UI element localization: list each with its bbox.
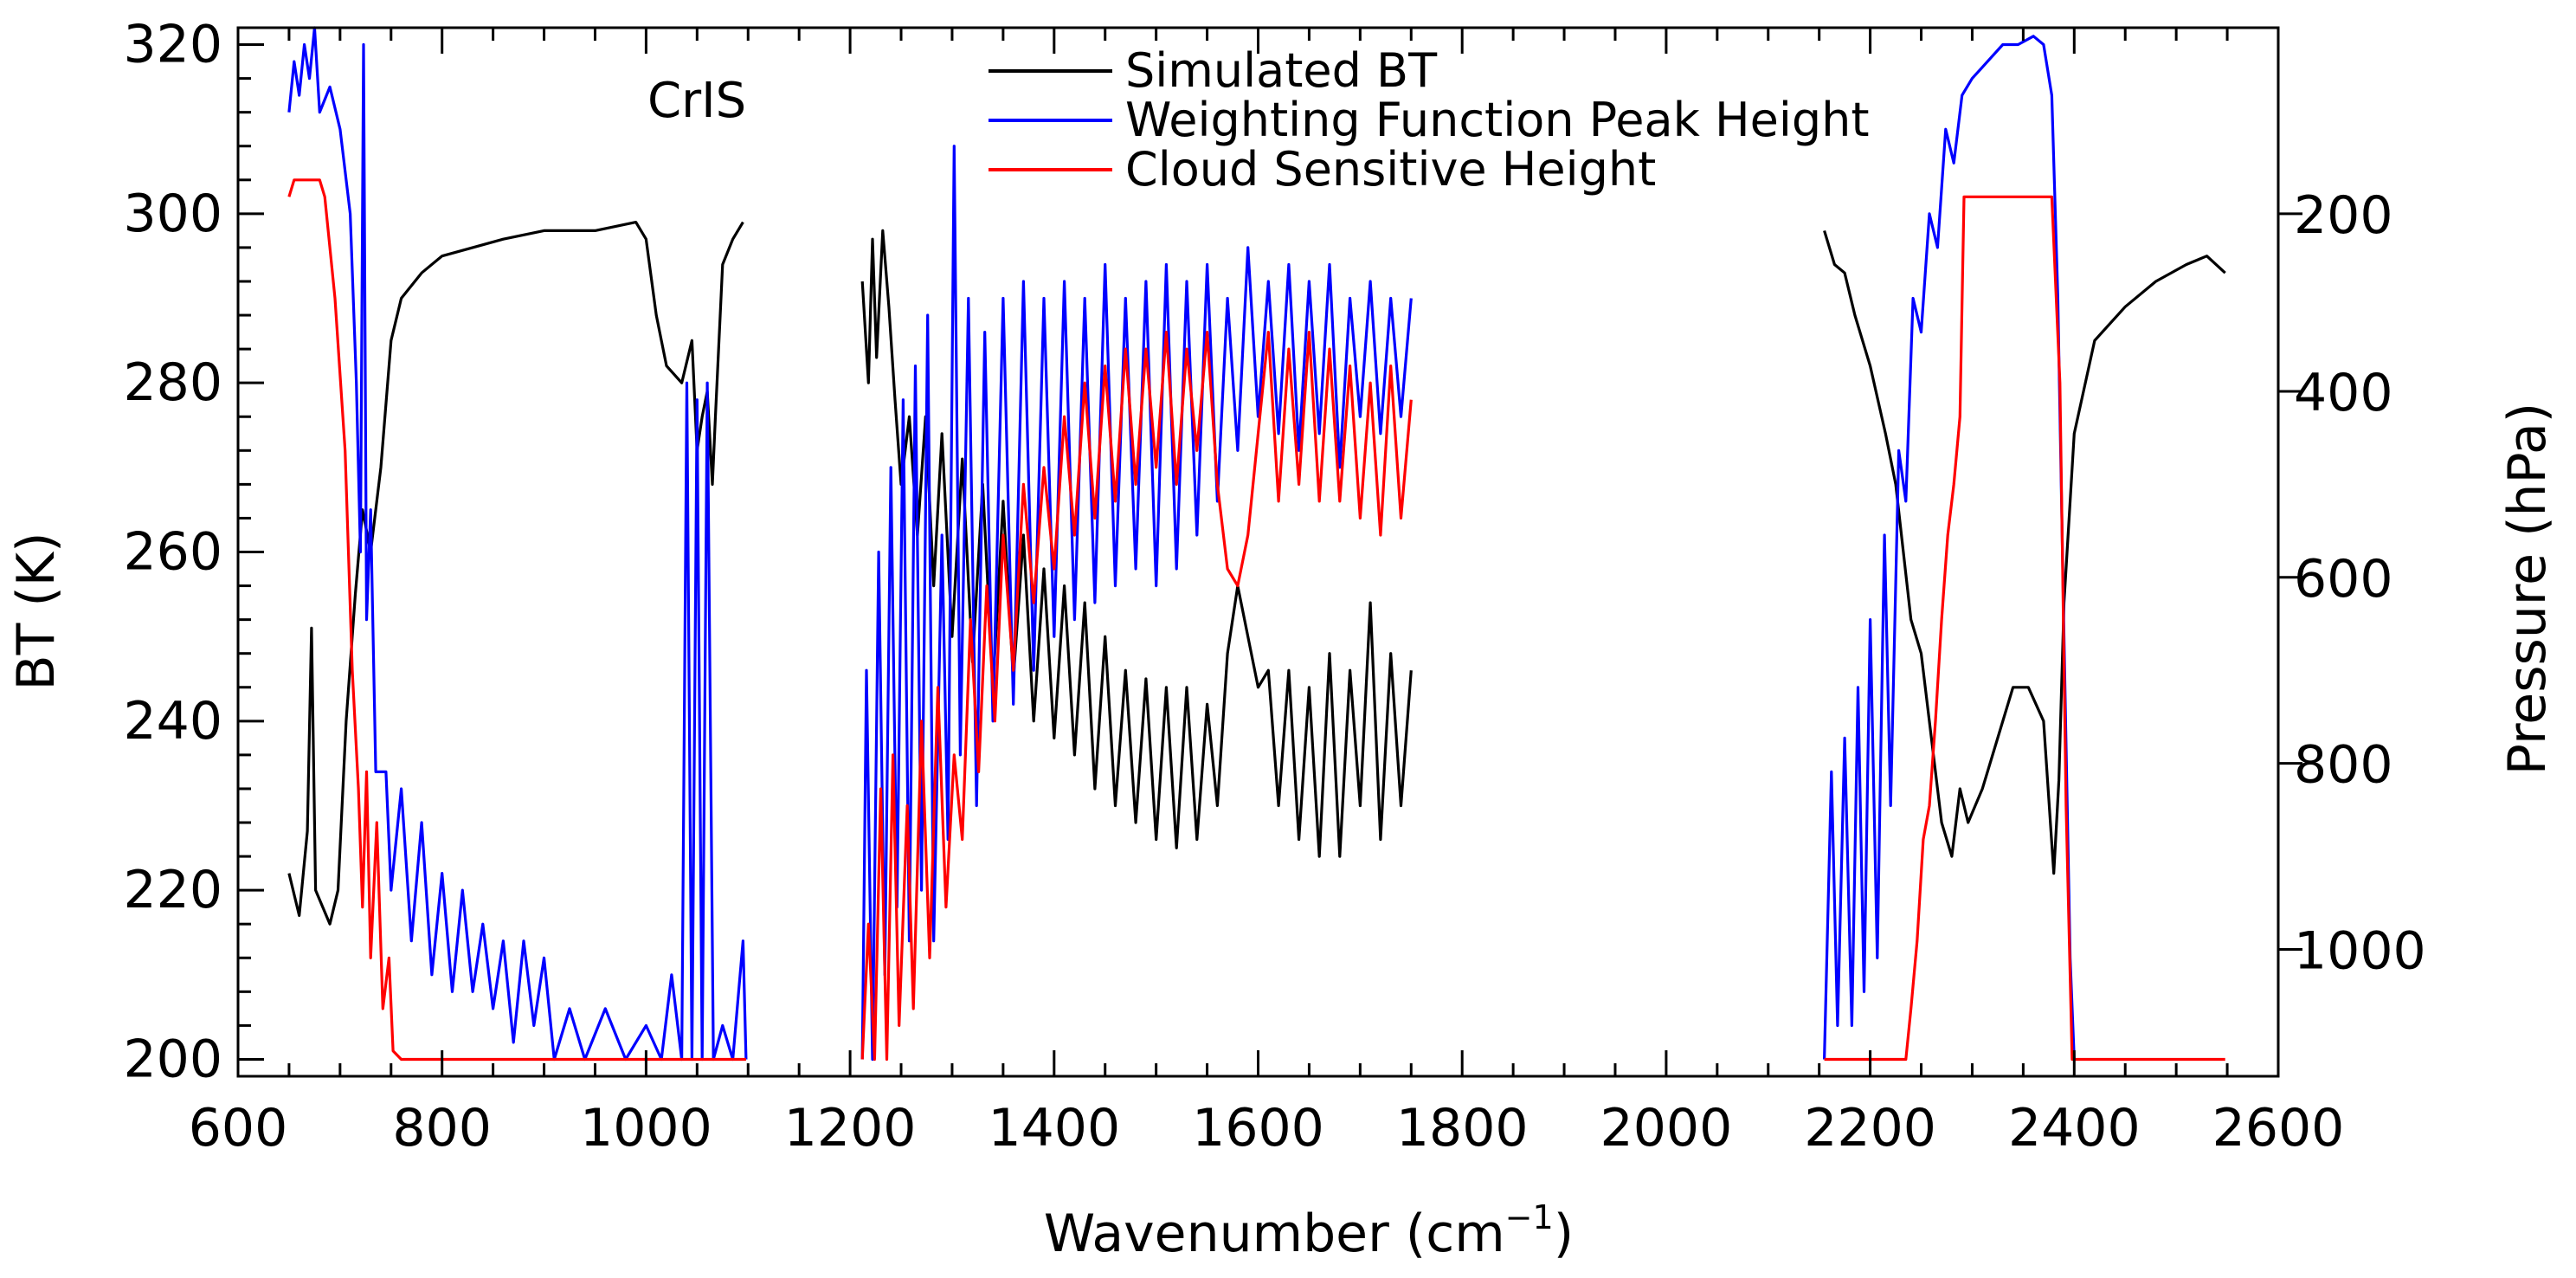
y2-tick-label-4: 1000 bbox=[2294, 921, 2426, 982]
series-2-segment-0 bbox=[287, 178, 746, 1062]
y2-tick-label-1: 400 bbox=[2294, 363, 2393, 423]
x-axis-title-sup: −1 bbox=[1505, 1198, 1554, 1236]
legend-label-1: Weighting Function Peak Height bbox=[1125, 93, 1870, 147]
x-axis-title-close: ) bbox=[1554, 1204, 1574, 1264]
y-tick-label-3: 260 bbox=[123, 522, 222, 583]
x-axis-title: Wavenumber (cm−1) bbox=[1044, 1198, 1574, 1264]
series-0-segment-1 bbox=[860, 229, 1413, 858]
annotation-cris: CrIS bbox=[647, 73, 746, 129]
y2-tick-label-3: 800 bbox=[2294, 735, 2393, 796]
y-tick-label-6: 320 bbox=[123, 15, 222, 75]
x-tick-label-9: 2400 bbox=[2008, 1098, 2141, 1159]
series-1-segment-1 bbox=[860, 145, 1413, 1062]
y-tick-label-1: 220 bbox=[123, 860, 222, 920]
y-tick-label-0: 200 bbox=[123, 1029, 222, 1089]
ticks-layer: 600 800 1000 1200 1400 1600 1800 2000 2200 2400 26… bbox=[123, 15, 2425, 1159]
y2-tick-label-0: 200 bbox=[2294, 185, 2393, 246]
x-tick-label-2: 1000 bbox=[580, 1098, 712, 1159]
legend-label-2: Cloud Sensitive Height bbox=[1125, 142, 1656, 197]
y-tick-label-5: 300 bbox=[123, 184, 222, 244]
y2-tick-label-2: 600 bbox=[2294, 549, 2393, 610]
x-tick-label-5: 1600 bbox=[1192, 1098, 1324, 1159]
x-axis-title-text: Wavenumber (cm bbox=[1044, 1204, 1505, 1264]
y-tick-label-4: 280 bbox=[123, 352, 222, 413]
series-2-segment-2 bbox=[1824, 195, 2225, 1062]
series-1-segment-2 bbox=[1823, 35, 2076, 1060]
y2-axis-title: Pressure (hPa) bbox=[2497, 403, 2558, 775]
x-tick-label-4: 1400 bbox=[988, 1098, 1120, 1159]
series-2-segment-1 bbox=[860, 331, 1413, 1062]
x-tick-label-3: 1200 bbox=[784, 1098, 917, 1159]
series-layer bbox=[287, 26, 2226, 1062]
x-tick-label-8: 2200 bbox=[1804, 1098, 1936, 1159]
y-axis-title: BT (K) bbox=[6, 532, 67, 690]
x-tick-label-7: 2000 bbox=[1600, 1098, 1733, 1159]
x-tick-label-1: 800 bbox=[392, 1098, 492, 1159]
y-tick-label-2: 240 bbox=[123, 691, 222, 752]
legend-label-0: Simulated BT bbox=[1125, 43, 1438, 98]
series-0-segment-2 bbox=[1823, 229, 2226, 875]
series-0-segment-0 bbox=[287, 221, 744, 926]
x-tick-label-0: 600 bbox=[189, 1098, 288, 1159]
x-tick-label-10: 2600 bbox=[2212, 1098, 2345, 1159]
series-1-segment-0 bbox=[287, 26, 748, 1062]
x-tick-label-6: 1800 bbox=[1396, 1098, 1529, 1159]
